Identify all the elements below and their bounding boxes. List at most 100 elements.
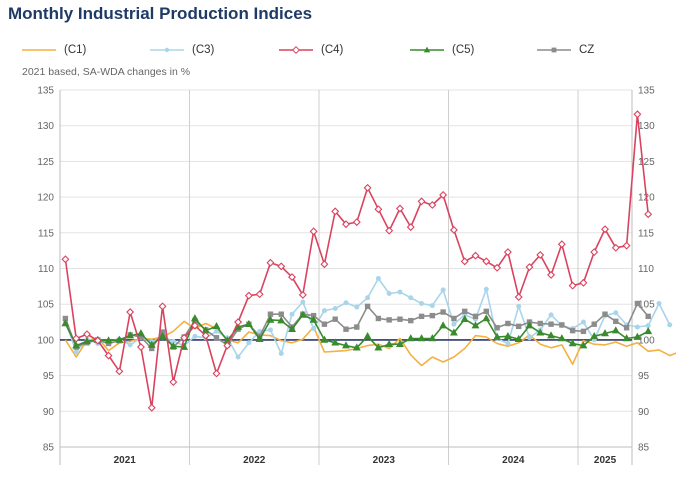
data-point-c4 bbox=[126, 308, 135, 317]
legend-label: CZ bbox=[579, 44, 595, 56]
legend-item-c3[interactable]: (C3) bbox=[150, 40, 214, 60]
legend-swatch bbox=[150, 47, 184, 53]
data-point-c4 bbox=[190, 321, 199, 330]
y-tick-label-right: 110 bbox=[638, 264, 654, 275]
data-point-c5 bbox=[396, 339, 404, 347]
data-point-cz bbox=[408, 317, 414, 324]
data-point-c5 bbox=[266, 315, 275, 323]
data-point-cz bbox=[623, 325, 630, 331]
data-point-c5 bbox=[342, 341, 350, 349]
data-point-cz bbox=[278, 311, 284, 317]
data-point-c3 bbox=[440, 287, 446, 293]
data-point-c5 bbox=[439, 321, 448, 329]
data-point-c4 bbox=[374, 205, 383, 214]
y-tick-label-left: 110 bbox=[38, 264, 54, 275]
data-point-c4 bbox=[309, 227, 318, 236]
data-point-cz bbox=[580, 328, 587, 335]
y-tick-label-right: 115 bbox=[638, 228, 654, 239]
data-point-c3 bbox=[289, 311, 295, 317]
data-point-c3 bbox=[656, 300, 662, 306]
data-point-c3 bbox=[321, 308, 327, 314]
data-point-c3 bbox=[192, 333, 198, 339]
data-point-c4 bbox=[298, 290, 307, 299]
data-point-c5 bbox=[61, 319, 70, 327]
data-point-cz bbox=[397, 316, 403, 322]
data-point-c5 bbox=[72, 341, 81, 349]
data-point-c5 bbox=[417, 334, 426, 342]
data-point-c4 bbox=[147, 403, 156, 412]
data-point-c3 bbox=[300, 299, 306, 305]
data-point-c4 bbox=[547, 270, 556, 279]
data-point-c4 bbox=[471, 251, 480, 260]
data-point-c3 bbox=[365, 295, 371, 301]
data-point-c3 bbox=[408, 295, 414, 301]
data-point-c5 bbox=[601, 329, 609, 337]
data-point-c5 bbox=[428, 334, 437, 342]
data-point-cz bbox=[332, 316, 338, 322]
data-point-c4 bbox=[601, 225, 609, 234]
data-point-c4 bbox=[482, 257, 491, 266]
data-point-c5 bbox=[385, 339, 394, 347]
data-point-c5 bbox=[568, 339, 577, 347]
y-tick-label-right: 135 bbox=[638, 86, 655, 97]
data-point-c3 bbox=[580, 319, 586, 325]
data-point-cz bbox=[483, 308, 490, 315]
y-tick-label-right: 100 bbox=[638, 335, 655, 346]
data-point-c5 bbox=[277, 316, 286, 324]
data-point-cz bbox=[321, 321, 328, 327]
data-point-cz bbox=[505, 320, 511, 327]
data-point-c5 bbox=[158, 331, 167, 340]
data-point-c4 bbox=[180, 333, 189, 342]
data-point-c5 bbox=[482, 314, 491, 322]
data-point-c3 bbox=[634, 324, 640, 330]
data-point-c5 bbox=[83, 336, 91, 345]
data-point-c3 bbox=[667, 322, 673, 328]
data-point-c3 bbox=[311, 325, 317, 331]
x-year-label: 2021 bbox=[114, 455, 137, 466]
legend-swatch bbox=[22, 49, 56, 51]
y-tick-label-right: 105 bbox=[638, 300, 655, 311]
y-tick-label-left: 90 bbox=[43, 407, 55, 418]
data-point-c3 bbox=[246, 340, 252, 346]
y-tick-label-left: 125 bbox=[37, 157, 54, 168]
data-point-c5 bbox=[633, 332, 642, 340]
data-point-c4 bbox=[525, 263, 534, 272]
data-point-c4 bbox=[536, 250, 545, 259]
data-point-c4 bbox=[266, 258, 275, 267]
data-point-cz bbox=[213, 335, 220, 341]
data-point-c5 bbox=[190, 314, 199, 322]
y-tick-label-left: 100 bbox=[37, 335, 54, 346]
data-point-c4 bbox=[579, 278, 588, 287]
legend-label: (C5) bbox=[452, 44, 475, 56]
data-point-c5 bbox=[104, 336, 113, 344]
data-point-cz bbox=[440, 309, 446, 315]
data-point-cz bbox=[472, 313, 479, 320]
data-point-c5 bbox=[363, 331, 372, 340]
data-point-cz bbox=[418, 313, 425, 320]
data-point-c4 bbox=[158, 302, 167, 311]
legend-label: (C4) bbox=[321, 44, 344, 56]
data-point-c5 bbox=[352, 343, 361, 351]
data-point-c4 bbox=[514, 293, 523, 302]
data-point-c4 bbox=[460, 257, 469, 266]
data-point-c4 bbox=[352, 218, 361, 227]
data-point-c5 bbox=[557, 334, 566, 342]
data-point-c5 bbox=[611, 326, 620, 334]
data-point-c5 bbox=[460, 314, 469, 322]
legend-item-c5[interactable]: (C5) bbox=[410, 40, 474, 60]
data-point-c5 bbox=[471, 321, 480, 329]
data-point-c3 bbox=[127, 342, 133, 348]
legend-item-c4[interactable]: (C4) bbox=[279, 40, 343, 60]
x-year-label: 2024 bbox=[502, 455, 525, 466]
data-point-cz bbox=[343, 326, 349, 332]
data-point-c5 bbox=[493, 332, 502, 340]
data-point-cz bbox=[634, 300, 641, 307]
legend-item-c1[interactable]: (C1) bbox=[22, 40, 86, 60]
legend-item-cz[interactable]: CZ bbox=[537, 40, 594, 60]
data-point-cz bbox=[613, 318, 619, 325]
data-point-c5 bbox=[309, 315, 318, 323]
data-point-c5 bbox=[147, 340, 156, 348]
data-point-cz bbox=[602, 311, 608, 317]
data-point-c3 bbox=[548, 312, 554, 318]
